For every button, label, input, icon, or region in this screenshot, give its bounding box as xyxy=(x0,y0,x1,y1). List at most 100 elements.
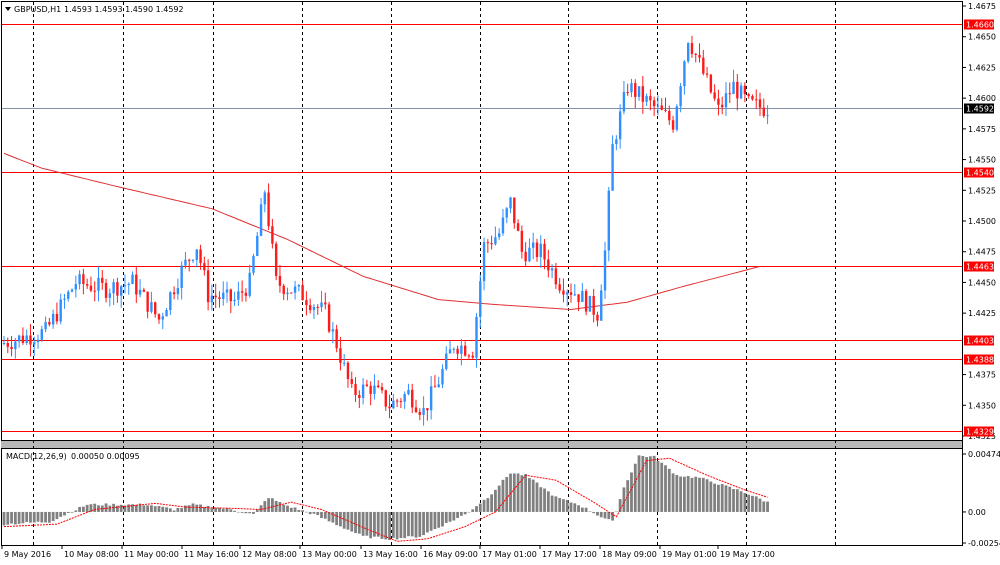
macd-bar xyxy=(165,507,168,512)
candle xyxy=(486,239,490,253)
candle xyxy=(377,380,380,389)
candle xyxy=(17,334,21,348)
candle xyxy=(180,261,183,300)
macd-bar xyxy=(74,510,78,512)
macd-bar xyxy=(441,511,444,527)
macd-bar xyxy=(509,473,512,512)
candle xyxy=(448,340,452,354)
macd-header: MACD(12,26,9) 0.00050 0.00095 xyxy=(6,452,140,461)
candle xyxy=(649,89,652,111)
macd-bar xyxy=(210,508,214,512)
candle xyxy=(584,288,588,316)
candle xyxy=(656,95,660,116)
candle xyxy=(203,256,206,276)
candle xyxy=(237,281,240,306)
macd-bar xyxy=(131,504,134,512)
macd-bar xyxy=(350,511,354,532)
macd-bar xyxy=(6,511,10,525)
candle xyxy=(456,345,459,360)
candle xyxy=(505,207,508,224)
macd-bar xyxy=(648,456,652,512)
macd-bar xyxy=(172,510,176,512)
macd-bar xyxy=(482,499,486,512)
macd-bar xyxy=(573,503,577,512)
candle xyxy=(501,209,505,236)
vertical-grid xyxy=(33,2,836,545)
macd-bar xyxy=(270,498,274,512)
candlestick-series xyxy=(2,35,769,426)
candle xyxy=(70,288,74,293)
price-tick-label: 1.4550 xyxy=(968,156,996,165)
macd-bar xyxy=(229,509,233,512)
candle xyxy=(675,104,679,132)
candle xyxy=(150,291,153,314)
candle xyxy=(380,382,384,394)
candle xyxy=(528,238,531,263)
macd-bar xyxy=(119,504,123,512)
candle xyxy=(361,378,365,405)
macd-bar xyxy=(694,476,698,512)
candle xyxy=(252,253,255,276)
price-tick-label: 1.4650 xyxy=(968,33,996,42)
candle xyxy=(350,371,353,389)
candle xyxy=(694,52,697,63)
macd-bar xyxy=(592,511,596,514)
ma-line xyxy=(3,152,761,311)
candle xyxy=(516,219,520,232)
price-tick-label: 1.4475 xyxy=(968,248,996,257)
candle xyxy=(445,346,448,371)
candle xyxy=(539,235,542,268)
macd-bar xyxy=(357,511,361,534)
macd-bar xyxy=(558,498,562,512)
macd-bar xyxy=(59,511,63,517)
price-tick-label: 1.4675 xyxy=(968,2,996,11)
macd-bar xyxy=(89,504,93,512)
macd-bar xyxy=(267,498,270,512)
candle xyxy=(138,279,142,298)
candle xyxy=(146,291,149,319)
macd-bar xyxy=(274,500,278,512)
level-label: 1.4388 xyxy=(966,356,994,365)
macd-bar xyxy=(596,511,599,516)
macd-bar xyxy=(671,473,675,512)
candle xyxy=(513,197,516,229)
candle xyxy=(206,259,210,311)
macd-bar xyxy=(312,511,316,514)
candle xyxy=(324,292,327,310)
macd-bar xyxy=(641,455,645,512)
candle xyxy=(630,78,633,98)
panel-separator[interactable] xyxy=(1,441,962,448)
candle xyxy=(119,285,123,308)
candle xyxy=(116,277,119,303)
moving-average xyxy=(3,152,761,311)
macd-bar xyxy=(21,511,25,524)
macd-bar xyxy=(195,504,199,512)
time-tick-label: 19 May 01:00 xyxy=(662,550,717,559)
macd-bar xyxy=(399,511,403,538)
macd-bar xyxy=(327,511,331,522)
price-tick-label: 1.4600 xyxy=(968,94,996,103)
candle xyxy=(641,76,645,114)
macd-bar xyxy=(339,511,342,527)
dropdown-triangle-icon[interactable] xyxy=(5,7,11,11)
macd-bar xyxy=(301,510,305,512)
macd-bar xyxy=(414,511,418,538)
candle xyxy=(724,82,728,116)
candle xyxy=(429,375,433,420)
candle xyxy=(290,292,293,294)
macd-bar xyxy=(754,496,758,512)
candle xyxy=(403,391,406,409)
macd-bar xyxy=(100,505,104,512)
symbol-label: GBPUSD,H1 xyxy=(14,5,61,14)
candle xyxy=(108,288,112,307)
candle xyxy=(229,288,232,314)
candle xyxy=(6,337,9,354)
candle xyxy=(509,196,512,214)
macd-bar xyxy=(25,511,29,522)
macd-bar xyxy=(248,511,252,514)
candle xyxy=(25,329,28,346)
macd-bar xyxy=(142,505,146,512)
candle xyxy=(123,274,127,294)
macd-bar xyxy=(331,511,335,523)
candle xyxy=(392,393,395,409)
